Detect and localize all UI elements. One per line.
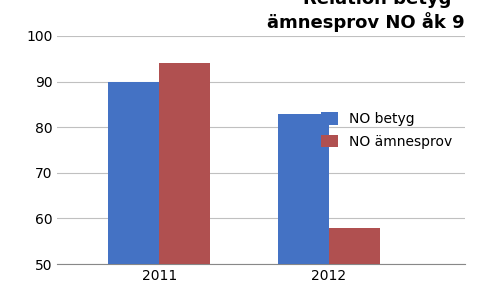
Bar [278, 113, 329, 300]
Bar [108, 82, 159, 300]
Legend: NO betyg, NO ämnesprov: NO betyg, NO ämnesprov [316, 107, 458, 154]
Bar [159, 63, 210, 300]
Bar [329, 227, 380, 300]
Text: Relation betyg -
ämnesprov NO åk 9: Relation betyg - ämnesprov NO åk 9 [267, 0, 465, 32]
